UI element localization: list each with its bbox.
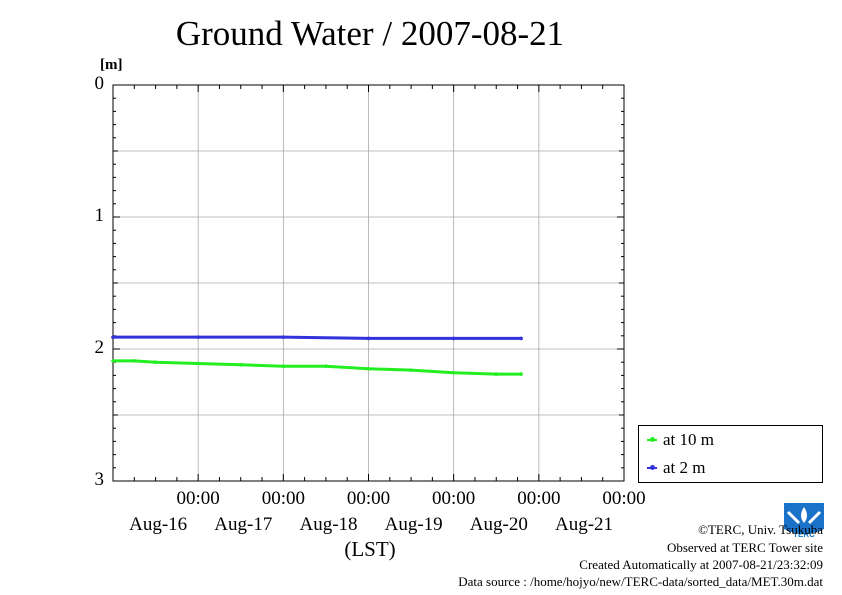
data-point [324,364,328,368]
x-tick-date: Aug-17 [214,514,273,535]
series-line-1 [113,335,522,340]
data-point [111,335,115,339]
x-tick-time: 00:00 [517,488,561,509]
grid-lines [113,85,624,481]
data-point [519,372,523,376]
data-point [111,359,115,363]
data-point [494,372,499,376]
x-tick-time: 00:00 [346,488,391,509]
y-tick-label: 2 [94,337,105,358]
x-tick-date: Aug-21 [554,514,614,535]
legend: at 10 m at 2 m [638,425,823,483]
logo-text: TERC [793,530,815,539]
data-point [281,335,286,339]
legend-swatch-2m [647,463,657,473]
terc-logo: TERC [784,503,824,541]
x-tick-date: Aug-19 [384,514,443,535]
legend-swatch-10m [647,435,657,445]
data-point [451,370,456,375]
data-point [196,335,200,339]
credit-observed: Observed at TERC Tower site [666,540,823,555]
data-point [519,336,523,341]
data-point [366,336,371,341]
x-axis-label: (LST) [344,537,396,561]
x-tick-date: Aug-18 [299,514,358,535]
x-tick-time: 00:00 [176,488,220,509]
x-tick-time: 00:00 [432,488,476,509]
data-point [281,364,286,368]
y-tick-label: 3 [94,469,105,490]
legend-item-2m: at 2 m [647,458,706,478]
data-point [196,361,200,366]
data-point [366,367,371,371]
x-tick-date: Aug-16 [129,514,188,535]
x-tick-date: Aug-20 [469,514,528,535]
y-tick-label: 1 [94,205,105,226]
legend-label-2m: at 2 m [663,458,706,477]
data-series [111,335,523,376]
series-line-0 [113,359,522,376]
data-point [451,336,456,341]
legend-item-10m: at 10 m [647,430,714,450]
data-point [153,360,158,365]
legend-label-10m: at 10 m [663,430,714,449]
credit-source: Data source : /home/hojyo/new/TERC-data/… [458,574,823,589]
credit-copyright: ©TERC, Univ. Tsukuba [698,522,823,537]
x-tick-time: 00:00 [261,488,305,509]
data-point [409,368,413,372]
y-tick-label: 0 [94,73,105,94]
x-tick-time: 00:00 [602,488,646,509]
data-point [132,359,137,363]
credit-created: Created Automatically at 2007-08-21/23:3… [579,557,823,572]
chart-title: Ground Water / 2007-08-21 [175,14,565,53]
data-point [238,363,243,367]
y-axis-label: [m] [100,57,123,73]
